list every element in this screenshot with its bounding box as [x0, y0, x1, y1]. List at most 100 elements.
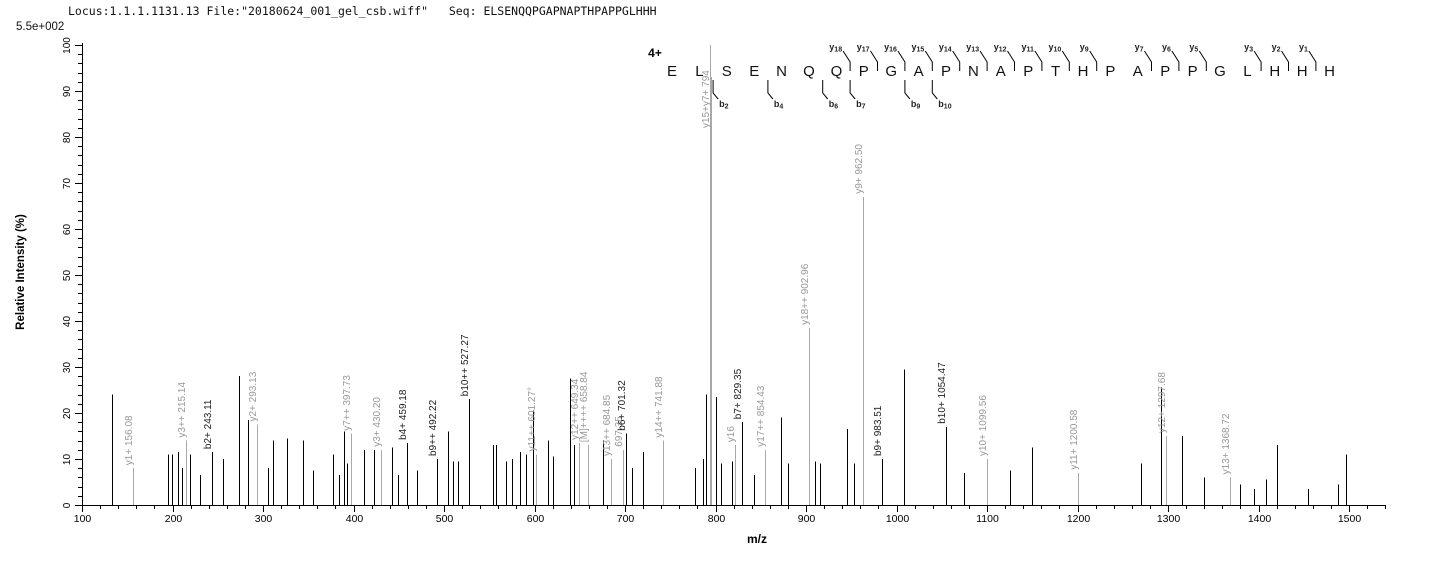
sequence-residue: H	[1269, 63, 1280, 80]
y-fragment-marker	[952, 50, 961, 71]
b-fragment-marker	[767, 80, 774, 100]
sequence-residue: P	[1188, 63, 1198, 80]
y-fragment-label: y16	[884, 42, 897, 54]
y-tick-label: 10	[62, 454, 73, 466]
sequence-residue: N	[968, 63, 979, 80]
y-ion-label: y14++ 741.88	[654, 376, 665, 438]
y-fragment-label: y11	[1021, 42, 1034, 54]
peak-labels: y1+ 156.08 y3++ 215.14 b2+ 243.11 y2+ 293.1…	[124, 70, 1232, 475]
y-fragment-label: y18	[829, 42, 842, 54]
y-fragment-marker	[1253, 50, 1262, 71]
b-ion-label: b6+ 701.32	[617, 380, 628, 431]
b-fragment-marker	[712, 80, 719, 100]
y-fragment-marker	[842, 50, 851, 71]
y-fragment-marker	[979, 50, 988, 71]
y-fragment-marker	[1061, 50, 1070, 71]
b-fragment-marker	[822, 80, 829, 100]
sequence-residue: H	[1297, 63, 1308, 80]
x-tick-label: 700	[617, 513, 635, 525]
max-intensity-readout: 5.5e+002	[16, 21, 65, 33]
y-ion-label: y17++ 854.43	[756, 385, 767, 447]
sequence-residue: N	[776, 63, 787, 80]
sequence-residue: P	[1160, 63, 1170, 80]
y-ion-label: 697.35	[614, 416, 625, 447]
x-tick-label: 400	[346, 513, 364, 525]
sequence-residue: A	[996, 63, 1006, 80]
b-ion-label: b9++ 492.22	[428, 399, 439, 456]
y-tick-label: 20	[62, 408, 73, 420]
b-fragment-marker	[904, 80, 911, 100]
y-fragment-marker	[1144, 50, 1152, 71]
sequence-residue: G	[885, 63, 897, 80]
sequence-residue: L	[695, 63, 703, 80]
x-tick-label: 1100	[976, 513, 999, 525]
y-ion-label: y12++ 649.34	[570, 378, 581, 440]
sequence-residue: P	[941, 63, 951, 80]
x-tick-label: 200	[165, 513, 183, 525]
y-fragment-marker	[1007, 50, 1015, 71]
y-ion-label: y9+ 962.50	[854, 144, 865, 194]
y-fragment-marker	[870, 50, 878, 71]
b-fragment-label: b9	[911, 99, 921, 111]
sequence-residue: H	[1078, 63, 1089, 80]
y-ion-label: y18++ 902.96	[800, 263, 811, 325]
y-fragment-label: y15	[911, 42, 924, 54]
y-tick-label: 60	[62, 224, 73, 236]
y-tick-label: 0	[62, 502, 73, 508]
axis-tick-labels: 100 200 300 400 500 600 700 800 900 1000 1100 1200 1…	[62, 37, 1361, 525]
sequence-residue: Q	[803, 63, 815, 80]
sequence-residue: E	[749, 63, 759, 80]
y-fragment-label: y13	[966, 42, 979, 54]
y-fragment-marker	[1198, 50, 1207, 71]
locus-file-text: Locus:1.1.1.1131.13 File:"20180624_001_g…	[68, 4, 429, 18]
y-fragment-marker	[1089, 50, 1098, 71]
sequence-residue: Q	[831, 63, 843, 80]
y-fragment-label: y6	[1162, 42, 1171, 54]
y-axis-title: Relative Intensity (%)	[15, 214, 27, 330]
x-tick-label: 1000	[886, 513, 910, 525]
y-ion-label: y11+ 1200.58	[1069, 409, 1080, 470]
y-fragment-marker	[1034, 50, 1043, 71]
peaks	[111, 45, 1348, 505]
b-fragment-label: b2	[719, 99, 729, 111]
axis-ticks	[75, 45, 1386, 512]
x-tick-label: 1200	[1067, 513, 1091, 525]
y-ion-label: y1+ 156.08	[124, 415, 135, 465]
y-fragment-marker	[1308, 50, 1317, 71]
y-tick-label: 100	[62, 37, 73, 54]
y-ion-label: y13++ 684.85	[602, 394, 613, 456]
y-fragment-label: y9	[1080, 42, 1089, 54]
x-axis-title: m/z	[747, 532, 767, 546]
seq-label: Seq:	[448, 4, 477, 18]
y-tick-label: 40	[62, 316, 73, 328]
y-fragment-marker	[1281, 50, 1289, 71]
sequence-residue: H	[1324, 63, 1335, 80]
x-tick-label: 800	[708, 513, 726, 525]
precursor-charge: 4+	[648, 46, 662, 60]
b-ion-label: b2+ 243.11	[203, 399, 214, 449]
fragment-markers	[712, 50, 1317, 100]
x-tick-label: 500	[436, 513, 454, 525]
y-ion-label: y13+ 1368.72	[1221, 413, 1232, 474]
b-fragment-marker	[931, 80, 938, 100]
b-fragment-label: b7	[856, 99, 866, 111]
y-ion-label: y2+ 293.13	[248, 371, 259, 421]
b-fragment-label: b4	[774, 99, 784, 111]
y-ion-label: y10+ 1099.56	[978, 395, 989, 456]
header-locus-file: Locus:1.1.1.1131.13 File:"20180624_001_g…	[68, 4, 657, 18]
sequence-residue: A	[1133, 63, 1143, 80]
y-tick-label: 80	[62, 132, 73, 144]
y-fragment-label: y5	[1189, 42, 1198, 54]
y-fragment-marker	[924, 50, 933, 71]
y-fragment-label: y10	[1048, 42, 1061, 54]
y-ion-label: y12+ 1297.68	[1157, 372, 1168, 433]
y-fragment-label: y14	[939, 42, 952, 54]
y-fragment-label: y7	[1135, 42, 1144, 54]
sequence-residue: G	[1214, 63, 1226, 80]
y-ion-label: y7++ 397.73	[342, 375, 353, 431]
y-ion-label: y11++ 601.27°	[527, 387, 538, 451]
y-tick-label: 50	[62, 270, 73, 282]
